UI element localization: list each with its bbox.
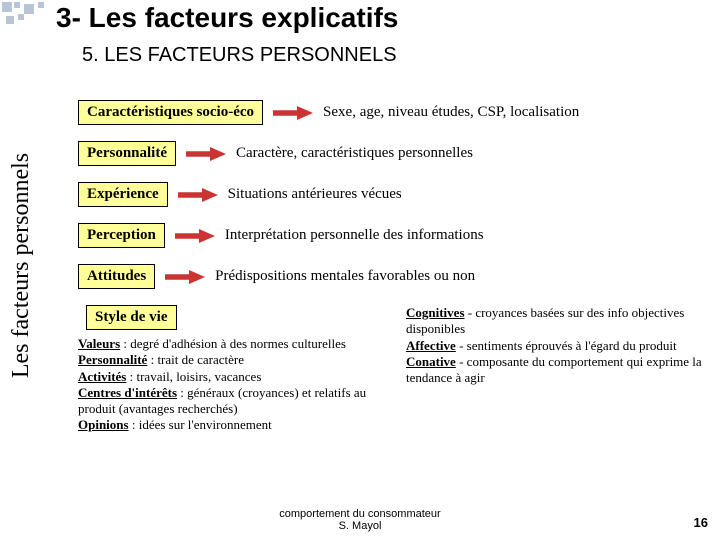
arrow-wrap	[168, 188, 228, 202]
arrow-icon	[178, 188, 218, 202]
content-area: Caractéristiques socio-éco Sexe, age, ni…	[78, 100, 710, 434]
component-line: Affective - sentiments éprouvés à l'égar…	[406, 338, 710, 354]
factor-row: Caractéristiques socio-éco Sexe, age, ni…	[78, 100, 710, 125]
corner-decoration	[2, 2, 52, 26]
footer-line1: comportement du consommateur	[279, 508, 440, 520]
footer-line2: S. Mayol	[339, 520, 382, 532]
component-line: Conative - composante du comportement qu…	[406, 354, 710, 387]
factor-row: Perception Interprétation personnelle de…	[78, 223, 710, 248]
slide-title-text: 3- Les facteurs explicatifs	[56, 2, 398, 33]
arrow-wrap	[165, 229, 225, 243]
factor-description: Interprétation personnelle des informati…	[225, 227, 484, 244]
factor-description: Situations antérieures vécues	[228, 186, 402, 203]
definition-line: Valeurs : degré d'adhésion à des normes …	[78, 336, 378, 352]
definition-line: Personnalité : trait de caractère	[78, 352, 378, 368]
style-de-vie-box: Style de vie	[86, 305, 177, 330]
slide-footer: comportement du consommateur S. Mayol	[0, 508, 720, 532]
factor-box: Attitudes	[78, 264, 155, 289]
factor-row: Attitudes Prédispositions mentales favor…	[78, 264, 710, 289]
factor-description: Caractère, caractéristiques personnelles	[236, 145, 473, 162]
factor-row: Personnalité Caractère, caractéristiques…	[78, 141, 710, 166]
factor-box: Perception	[78, 223, 165, 248]
arrow-wrap	[176, 147, 236, 161]
factor-row: Expérience Situations antérieures vécues	[78, 182, 710, 207]
vertical-section-label-text: Les facteurs personnels	[9, 152, 36, 377]
component-line: Cognitives - croyances basées sur des in…	[406, 305, 710, 338]
definitions-list: Valeurs : degré d'adhésion à des normes …	[78, 336, 378, 434]
slide-subtitle: 5. LES FACTEURS PERSONNELS	[82, 44, 397, 67]
page-number: 16	[694, 515, 708, 530]
arrow-icon	[165, 270, 205, 284]
arrow-wrap	[263, 106, 323, 120]
arrow-wrap	[155, 270, 215, 284]
factor-box: Caractéristiques socio-éco	[78, 100, 263, 125]
vertical-section-label: Les facteurs personnels	[4, 100, 40, 430]
style-de-vie-column: Style de vie Valeurs : degré d'adhésion …	[78, 305, 378, 434]
slide-subtitle-text: 5. LES FACTEURS PERSONNELS	[82, 44, 397, 66]
factor-box: Expérience	[78, 182, 168, 207]
factor-box: Personnalité	[78, 141, 176, 166]
definition-line: Activités : travail, loisirs, vacances	[78, 369, 378, 385]
definition-line: Opinions : idées sur l'environnement	[78, 417, 378, 433]
arrow-icon	[273, 106, 313, 120]
slide-title: 3- Les facteurs explicatifs	[56, 2, 398, 34]
components-column: Cognitives - croyances basées sur des in…	[406, 305, 710, 434]
factor-description: Prédispositions mentales favorables ou n…	[215, 268, 475, 285]
definition-line: Centres d'intérêts : généraux (croyances…	[78, 385, 378, 418]
arrow-icon	[175, 229, 215, 243]
bottom-columns: Style de vie Valeurs : degré d'adhésion …	[78, 305, 710, 434]
arrow-icon	[186, 147, 226, 161]
factor-description: Sexe, age, niveau études, CSP, localisat…	[323, 104, 579, 121]
